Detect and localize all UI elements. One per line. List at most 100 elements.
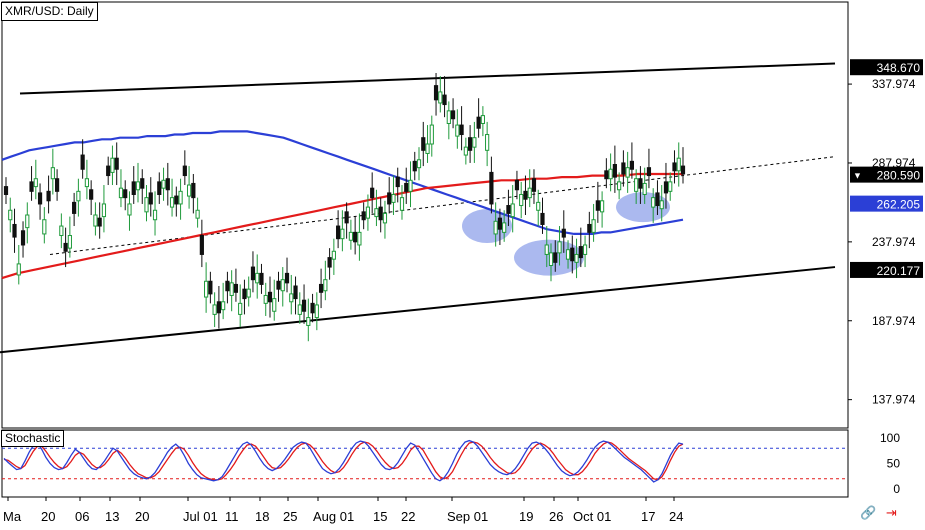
time-tick-label: 19 bbox=[519, 509, 533, 524]
time-tick-label: 11 bbox=[225, 509, 239, 524]
candle-body bbox=[425, 143, 430, 154]
candle-body bbox=[293, 285, 298, 300]
candle-body bbox=[46, 190, 51, 202]
candle-body bbox=[472, 137, 477, 148]
candle-body bbox=[510, 203, 515, 218]
time-tick-label: Jul 01 bbox=[183, 509, 218, 524]
candle-body bbox=[370, 187, 375, 199]
candle-body bbox=[33, 178, 38, 188]
candle-body bbox=[76, 190, 81, 202]
candle-body bbox=[242, 288, 247, 300]
time-tick-label: 26 bbox=[549, 509, 563, 524]
candle-body bbox=[3, 186, 9, 195]
candle-body bbox=[67, 235, 72, 249]
candle-body bbox=[553, 252, 558, 263]
candle-body bbox=[672, 162, 677, 172]
candle-body bbox=[416, 159, 422, 169]
channel-upper-line bbox=[19, 62, 836, 95]
time-tick-label: 15 bbox=[373, 509, 387, 524]
price-tag-label: 262.205 bbox=[877, 198, 921, 212]
candle-body bbox=[595, 200, 600, 211]
candle-body bbox=[561, 228, 566, 238]
candle-body bbox=[20, 230, 26, 246]
stochastic-level-label: 50 bbox=[887, 457, 901, 471]
candle-body bbox=[480, 115, 485, 124]
toolbar: 🔗 ⇥ bbox=[860, 505, 903, 521]
candle-body bbox=[387, 192, 392, 205]
candle-body bbox=[165, 178, 170, 191]
arrow-icon[interactable]: ⇥ bbox=[885, 505, 897, 520]
candle-body bbox=[250, 266, 256, 281]
time-tick-label: Sep 01 bbox=[447, 509, 488, 524]
candle-body bbox=[625, 167, 630, 178]
candle-body bbox=[493, 220, 498, 235]
candle-body bbox=[523, 190, 528, 200]
candle-body bbox=[497, 217, 503, 230]
candle-body bbox=[199, 235, 204, 255]
candle-body bbox=[574, 253, 579, 263]
candle-body bbox=[42, 219, 47, 235]
candle-body bbox=[144, 197, 149, 213]
candle-body bbox=[246, 288, 251, 298]
candle-body bbox=[12, 223, 17, 238]
candle-body bbox=[612, 164, 617, 178]
stochastic-pane-border bbox=[1, 429, 849, 498]
candle-body bbox=[446, 110, 451, 124]
price-tick-label: 287.974 bbox=[872, 156, 916, 170]
candle-body bbox=[152, 209, 158, 221]
time-tick-label: 18 bbox=[255, 509, 269, 524]
channel-lower-line bbox=[0, 266, 836, 354]
link-icon[interactable]: 🔗 bbox=[860, 505, 877, 520]
price-tick-label: 137.974 bbox=[872, 393, 916, 407]
candle-body bbox=[514, 179, 520, 191]
candle-body bbox=[668, 181, 673, 192]
time-tick-label: 25 bbox=[283, 509, 297, 524]
price-tick-label: 337.974 bbox=[872, 77, 916, 91]
time-tick-label: Aug 01 bbox=[313, 509, 354, 524]
candle-body bbox=[680, 165, 686, 175]
candle-body bbox=[374, 208, 379, 218]
sma-fast-line bbox=[1, 130, 684, 235]
stochastic-level-label: 0 bbox=[893, 482, 900, 496]
candle-body bbox=[353, 231, 358, 243]
candle-body bbox=[212, 304, 217, 315]
candle-body bbox=[382, 212, 388, 224]
candle-body bbox=[646, 167, 652, 177]
candle-body bbox=[468, 137, 473, 151]
time-tick-label: 17 bbox=[641, 509, 655, 524]
candle-body bbox=[8, 209, 13, 221]
candle-body bbox=[506, 205, 511, 214]
candle-body bbox=[225, 280, 230, 292]
candle-body bbox=[169, 197, 175, 208]
candle-body bbox=[663, 181, 669, 194]
candle-body bbox=[140, 178, 145, 189]
candle-body bbox=[229, 282, 234, 296]
candle-body bbox=[378, 206, 383, 221]
candle-body bbox=[110, 157, 115, 173]
candle-body bbox=[323, 279, 328, 292]
candle-body bbox=[267, 291, 273, 303]
candle-body bbox=[93, 214, 98, 227]
candle-body bbox=[54, 178, 60, 192]
candle-body bbox=[587, 223, 592, 233]
candle-body bbox=[106, 165, 111, 177]
candle-body bbox=[557, 241, 562, 254]
candle-body bbox=[255, 272, 260, 284]
price-tag-label: 220.177 bbox=[877, 264, 921, 278]
candle-body bbox=[191, 182, 196, 199]
price-tag-channel bbox=[850, 59, 923, 76]
candle-body bbox=[459, 124, 464, 136]
price-tag-channel bbox=[850, 261, 923, 278]
time-tick-label: 20 bbox=[41, 509, 55, 524]
time-tick-label: 13 bbox=[105, 509, 119, 524]
price-tag-label: 280.590 bbox=[877, 169, 921, 183]
candle-body bbox=[531, 178, 537, 192]
candle-body bbox=[186, 184, 192, 197]
candle-body bbox=[578, 246, 583, 259]
candle-body bbox=[174, 195, 179, 205]
candle-body bbox=[301, 299, 307, 312]
candle-body bbox=[502, 222, 507, 233]
candle-body bbox=[621, 162, 626, 175]
